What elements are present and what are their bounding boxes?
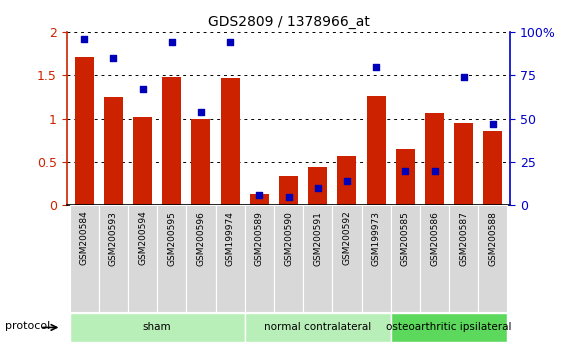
- Bar: [454, 123, 473, 205]
- Bar: [186, 205, 216, 312]
- Bar: [449, 205, 478, 312]
- Text: GSM199974: GSM199974: [226, 211, 235, 266]
- Title: GDS2809 / 1378966_at: GDS2809 / 1378966_at: [208, 16, 369, 29]
- Text: normal contralateral: normal contralateral: [264, 322, 371, 332]
- Point: [371, 64, 380, 69]
- Bar: [420, 205, 449, 312]
- Point: [138, 86, 147, 92]
- Point: [459, 74, 468, 80]
- Bar: [75, 57, 94, 205]
- Bar: [245, 313, 391, 342]
- Point: [109, 55, 118, 61]
- Bar: [104, 97, 123, 205]
- Text: GSM200592: GSM200592: [342, 211, 351, 266]
- Point: [488, 121, 498, 127]
- Bar: [308, 167, 327, 205]
- Bar: [70, 205, 99, 312]
- Point: [342, 178, 351, 184]
- Text: GSM200594: GSM200594: [138, 211, 147, 266]
- Bar: [191, 119, 211, 205]
- Text: GSM199973: GSM199973: [372, 211, 380, 266]
- Bar: [99, 205, 128, 312]
- Text: GSM200584: GSM200584: [79, 211, 89, 266]
- Bar: [332, 205, 361, 312]
- Bar: [133, 117, 152, 205]
- Point: [226, 39, 235, 45]
- Point: [79, 36, 89, 42]
- Bar: [157, 205, 186, 312]
- Text: GSM200593: GSM200593: [109, 211, 118, 266]
- Text: GSM200591: GSM200591: [313, 211, 322, 266]
- Bar: [391, 313, 508, 342]
- Text: sham: sham: [143, 322, 172, 332]
- Bar: [303, 205, 332, 312]
- Bar: [425, 113, 444, 205]
- Bar: [216, 205, 245, 312]
- Text: GSM200587: GSM200587: [459, 211, 468, 266]
- Point: [167, 39, 176, 45]
- Text: GSM200589: GSM200589: [255, 211, 264, 266]
- Bar: [361, 205, 391, 312]
- Point: [401, 168, 410, 173]
- Text: GSM200595: GSM200595: [167, 211, 176, 266]
- Text: GSM200585: GSM200585: [401, 211, 410, 266]
- Bar: [279, 176, 298, 205]
- Bar: [70, 313, 245, 342]
- Bar: [162, 77, 182, 205]
- Point: [430, 168, 439, 173]
- Bar: [274, 205, 303, 312]
- Text: GSM200596: GSM200596: [197, 211, 205, 266]
- Text: protocol: protocol: [5, 321, 50, 331]
- Bar: [250, 194, 269, 205]
- Point: [255, 192, 264, 198]
- Text: GSM200586: GSM200586: [430, 211, 439, 266]
- Bar: [391, 205, 420, 312]
- Bar: [367, 96, 386, 205]
- Point: [197, 109, 206, 114]
- Bar: [245, 205, 274, 312]
- Bar: [483, 131, 502, 205]
- Point: [284, 194, 293, 200]
- Text: osteoarthritic ipsilateral: osteoarthritic ipsilateral: [386, 322, 512, 332]
- Bar: [338, 156, 357, 205]
- Bar: [220, 78, 240, 205]
- Point: [313, 185, 322, 191]
- Bar: [396, 149, 415, 205]
- Text: GSM200590: GSM200590: [284, 211, 293, 266]
- Bar: [478, 205, 508, 312]
- Text: GSM200588: GSM200588: [488, 211, 498, 266]
- Bar: [128, 205, 157, 312]
